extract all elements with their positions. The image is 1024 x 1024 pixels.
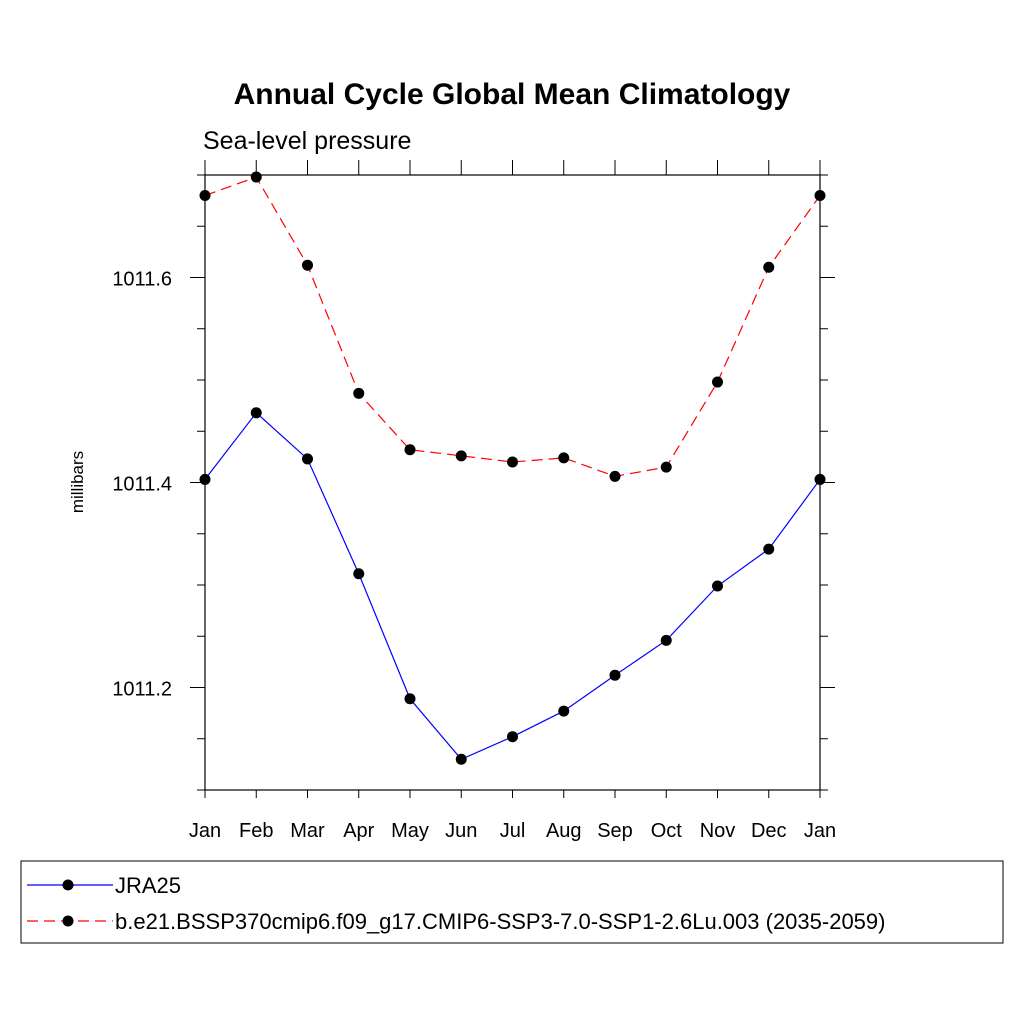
- x-tick-label: Feb: [239, 820, 273, 842]
- legend: JRA25 b.e21.BSSP370cmip6.f09_g17.CMIP6-SS…: [20, 860, 1004, 944]
- data-point: [814, 473, 826, 485]
- data-point: [199, 190, 211, 201]
- y-tick-label: 1011.4: [112, 474, 172, 496]
- x-tick-label: Dec: [751, 820, 787, 842]
- data-point: [507, 456, 518, 468]
- x-tick-label: Aug: [546, 820, 582, 842]
- legend-label-1: b.e21.BSSP370cmip6.f09_g17.CMIP6-SSP3-7.…: [115, 909, 885, 934]
- legend-marker-0: [62, 879, 74, 891]
- legend-label-0: JRA25: [115, 873, 181, 898]
- plot-area: Jan Feb Mar Apr May Jun Jul Aug Sep Oct Nov Dec Jan 1…: [112, 160, 836, 842]
- chart-title: Annual Cycle Global Mean Climatology: [234, 78, 791, 111]
- data-point: [455, 450, 467, 462]
- x-tick-label: May: [391, 820, 429, 842]
- x-tick-label: Jul: [500, 820, 526, 842]
- plot-frame: [204, 174, 821, 791]
- data-point: [814, 190, 826, 201]
- data-point: [609, 470, 621, 482]
- data-point: [404, 693, 416, 705]
- data-point: [199, 473, 211, 485]
- data-point: [712, 580, 723, 592]
- data-point: [507, 731, 518, 743]
- legend-box: [20, 860, 1004, 944]
- chart-subtitle: Sea-level pressure: [203, 127, 411, 155]
- x-tick-label: Nov: [700, 820, 736, 842]
- data-point: [455, 753, 467, 765]
- x-tick-label: Mar: [290, 820, 325, 842]
- y-axis-label: millibars: [68, 451, 87, 513]
- y-tick-label: 1011.6: [112, 269, 172, 291]
- x-tick-label: Sep: [597, 820, 633, 842]
- data-point: [558, 705, 570, 717]
- data-point: [302, 259, 313, 271]
- data-point: [558, 452, 570, 464]
- y-tick-label: 1011.2: [112, 679, 172, 701]
- data-point: [660, 634, 672, 646]
- data-point: [250, 407, 262, 419]
- data-point: [302, 453, 313, 465]
- series-line-1: [204, 176, 821, 477]
- legend-marker-1: [62, 915, 74, 927]
- data-point: [353, 568, 365, 580]
- x-tick-label: Apr: [343, 820, 374, 842]
- x-tick-label: Jan: [804, 820, 836, 842]
- x-tick-label: Jun: [445, 820, 477, 842]
- data-point: [250, 171, 262, 183]
- data-point: [712, 376, 723, 388]
- data-point: [660, 461, 672, 473]
- data-point: [404, 444, 416, 456]
- data-point: [763, 261, 775, 273]
- x-tick-label: Jan: [189, 820, 221, 842]
- x-tick-label: Oct: [651, 820, 683, 842]
- data-point: [763, 543, 775, 555]
- data-point: [609, 669, 621, 681]
- data-point: [353, 387, 365, 399]
